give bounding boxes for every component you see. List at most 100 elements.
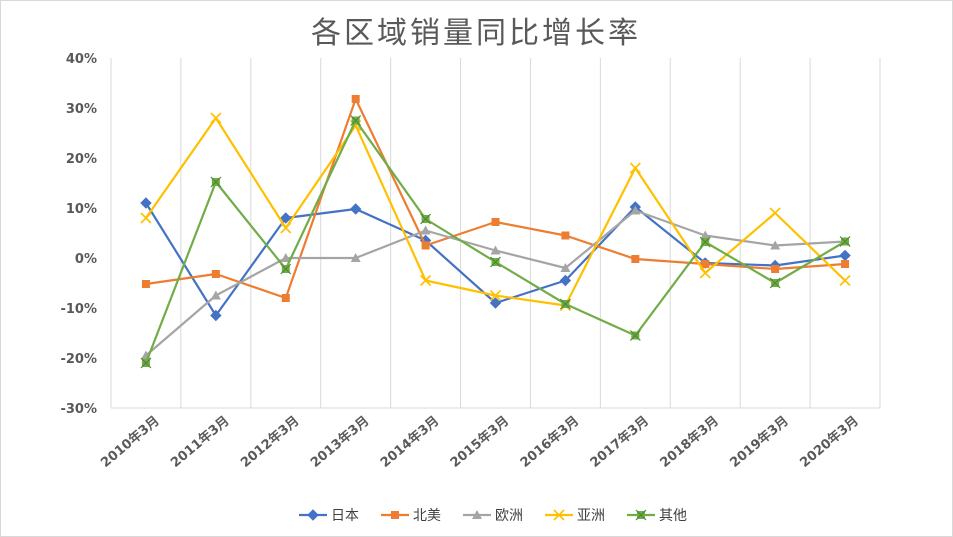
y-tick-label: -30% bbox=[60, 402, 97, 417]
data-point bbox=[630, 205, 641, 215]
legend-marker bbox=[553, 509, 565, 521]
y-tick-label: 20% bbox=[66, 152, 97, 167]
data-point bbox=[140, 357, 152, 369]
data-point bbox=[560, 263, 571, 272]
data-point bbox=[489, 289, 502, 302]
marker-stroke bbox=[350, 115, 362, 126]
data-point bbox=[700, 230, 711, 240]
marker-stroke bbox=[280, 222, 292, 234]
series-2 bbox=[141, 95, 850, 302]
data-point bbox=[349, 203, 362, 215]
legend-marker bbox=[635, 509, 647, 521]
legend-item: 欧洲 bbox=[463, 508, 523, 524]
x-tick-label: 2014年3月 bbox=[377, 413, 442, 471]
marker-stroke bbox=[699, 236, 711, 248]
data-point bbox=[211, 270, 220, 278]
x-tick-label: 2011年3月 bbox=[168, 413, 233, 471]
data-point bbox=[629, 162, 641, 174]
marker-stroke bbox=[140, 212, 152, 224]
marker-stroke bbox=[280, 263, 292, 275]
x-tick-label: 2017年3月 bbox=[587, 413, 652, 471]
y-tick-label: -20% bbox=[60, 352, 97, 367]
data-point bbox=[769, 277, 781, 289]
legend-label: 欧洲 bbox=[495, 508, 523, 524]
marker-stroke bbox=[490, 256, 501, 268]
data-point bbox=[701, 260, 710, 268]
legend-item: 亚洲 bbox=[545, 508, 605, 524]
data-point bbox=[771, 265, 780, 273]
data-point bbox=[629, 330, 641, 341]
legend-item: 日本 bbox=[299, 508, 359, 524]
legend-item: 其他 bbox=[627, 508, 687, 524]
marker-stroke bbox=[210, 112, 222, 124]
legend-marker bbox=[472, 510, 482, 519]
y-tick-label: 40% bbox=[66, 52, 97, 67]
marker-stroke bbox=[699, 267, 711, 279]
marker-stroke bbox=[553, 509, 565, 521]
marker-stroke bbox=[635, 509, 647, 521]
marker-stroke bbox=[210, 176, 222, 188]
legend-marker bbox=[307, 509, 319, 521]
x-tick-label: 2013年3月 bbox=[307, 413, 372, 471]
data-point bbox=[210, 112, 222, 124]
y-tick-label: 0% bbox=[75, 252, 97, 267]
marker-stroke bbox=[489, 289, 502, 302]
marker-stroke bbox=[559, 298, 571, 310]
legend-label: 其他 bbox=[659, 508, 687, 524]
data-point bbox=[770, 240, 781, 250]
legend-label: 日本 bbox=[331, 508, 359, 524]
data-point bbox=[210, 290, 221, 300]
marker-stroke bbox=[629, 330, 641, 341]
data-point bbox=[490, 256, 501, 268]
data-point bbox=[281, 294, 290, 302]
data-point bbox=[280, 263, 292, 275]
y-tick-label: -10% bbox=[60, 302, 97, 317]
marker-stroke bbox=[839, 236, 851, 247]
data-point bbox=[491, 218, 500, 226]
chart-title: 各区域销量同比增长率 bbox=[311, 16, 641, 51]
marker-stroke bbox=[140, 357, 152, 369]
data-point bbox=[839, 274, 851, 287]
grid-layer bbox=[110, 58, 881, 408]
data-point bbox=[559, 274, 572, 287]
data-point bbox=[351, 95, 360, 103]
data-point bbox=[350, 253, 361, 262]
x-tick-label: 2018年3月 bbox=[657, 413, 722, 471]
marker-stroke bbox=[420, 274, 432, 287]
series-3 bbox=[140, 205, 851, 360]
x-tick-label: 2015年3月 bbox=[447, 413, 512, 471]
data-point bbox=[420, 274, 432, 287]
legend-label: 亚洲 bbox=[577, 508, 605, 524]
marker-stroke bbox=[839, 274, 851, 287]
x-tick-label: 2016年3月 bbox=[517, 413, 582, 471]
data-point bbox=[769, 207, 781, 219]
data-point bbox=[280, 212, 292, 224]
data-point bbox=[561, 231, 570, 240]
data-point bbox=[140, 197, 152, 209]
legend-marker bbox=[391, 511, 399, 519]
data-point bbox=[699, 236, 711, 248]
data-point bbox=[490, 245, 501, 255]
data-point bbox=[280, 222, 292, 234]
data-point bbox=[839, 249, 851, 262]
data-point bbox=[631, 255, 640, 263]
data-point bbox=[350, 115, 362, 126]
x-tick-label: 2019年3月 bbox=[727, 413, 792, 471]
series-4 bbox=[140, 112, 851, 312]
marker-stroke bbox=[769, 277, 781, 289]
data-point bbox=[210, 176, 222, 188]
y-tick-label: 10% bbox=[66, 202, 97, 217]
legend-label: 北美 bbox=[413, 508, 441, 524]
data-point bbox=[420, 225, 431, 235]
y-tick-label: 30% bbox=[66, 102, 97, 117]
marker-stroke bbox=[629, 162, 641, 174]
data-point bbox=[841, 260, 850, 268]
data-point bbox=[420, 213, 432, 225]
data-point bbox=[210, 309, 222, 322]
legend: 日本 北美 欧洲 亚洲 其他 bbox=[299, 508, 687, 524]
data-point bbox=[699, 267, 711, 279]
series-layer bbox=[140, 95, 851, 369]
x-tick-label: 2010年3月 bbox=[98, 413, 163, 471]
